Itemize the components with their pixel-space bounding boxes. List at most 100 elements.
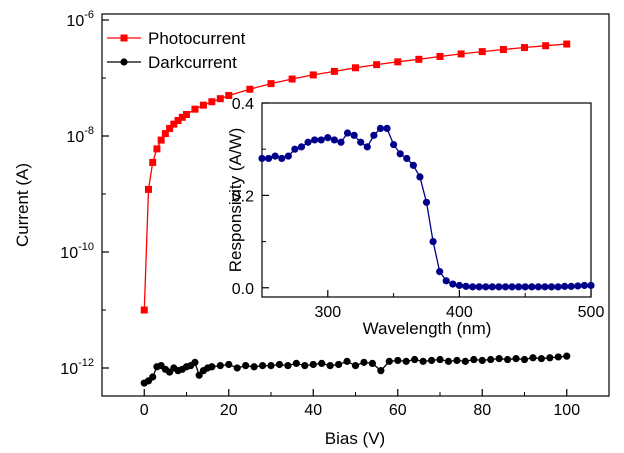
- responsivity-point: [508, 283, 516, 291]
- darkcurrent-point: [554, 353, 562, 361]
- responsivity-point: [264, 154, 273, 163]
- darkcurrent-point: [318, 359, 326, 368]
- darkcurrent-point: [436, 355, 444, 364]
- photocurrent-point: [153, 145, 161, 153]
- responsivity-point: [561, 282, 569, 290]
- responsivity-point: [587, 281, 595, 290]
- darkcurrent-point: [444, 357, 453, 365]
- darkcurrent-point: [250, 363, 258, 371]
- darkcurrent-point: [419, 357, 427, 365]
- darkcurrent-point: [461, 357, 469, 365]
- responsivity-point: [363, 143, 371, 151]
- responsivity-point: [449, 280, 457, 288]
- darkcurrent-point: [411, 355, 419, 364]
- responsivity-point: [370, 131, 378, 139]
- main-y-tick-label: 10-8: [66, 125, 94, 146]
- responsivity-point: [462, 282, 470, 290]
- photocurrent-point: [415, 55, 423, 63]
- responsivity-point: [475, 283, 483, 291]
- inset-x-tick-label: 500: [578, 304, 605, 321]
- main-x-tick-label: 0: [140, 402, 149, 419]
- darkcurrent-point: [427, 356, 436, 365]
- responsivity-point: [330, 136, 338, 144]
- main-y-tick-label: 10-6: [66, 9, 94, 30]
- inset-plot-frame: [261, 102, 592, 298]
- photocurrent-point: [149, 158, 157, 166]
- darkcurrent-point: [343, 357, 351, 365]
- darkcurrent-point: [351, 361, 360, 370]
- darkcurrent-point: [563, 352, 571, 360]
- main-y-tick-label: 10-12: [60, 357, 94, 378]
- responsivity-point: [574, 282, 582, 290]
- responsivity-point: [515, 283, 523, 291]
- legend: Photocurrent Darkcurrent: [107, 29, 246, 72]
- photocurrent-point: [521, 44, 528, 52]
- darkcurrent-point: [504, 355, 512, 364]
- darkcurrent-point: [495, 355, 503, 363]
- responsivity-point: [547, 283, 556, 291]
- photocurrent-point: [309, 71, 317, 79]
- photocurrent-point: [199, 101, 207, 109]
- responsivity-point: [357, 138, 365, 146]
- responsivity-point: [278, 154, 286, 163]
- inset-x-tick-label: 400: [446, 304, 473, 321]
- darkcurrent-point: [208, 363, 216, 371]
- darkcurrent-point: [512, 355, 520, 363]
- main-x-tick-label: 60: [389, 402, 407, 419]
- photocurrent-point: [246, 85, 254, 93]
- main-x-tick-label: 20: [220, 402, 238, 419]
- darkcurrent-point: [191, 358, 199, 366]
- main-x-tick-label: 40: [304, 402, 322, 419]
- photocurrent-point: [373, 61, 381, 69]
- darkcurrent-point: [487, 355, 495, 364]
- photocurrent-point: [208, 98, 216, 106]
- responsivity-point: [455, 281, 463, 290]
- responsivity-point: [422, 198, 431, 206]
- responsivity-point: [317, 136, 325, 144]
- responsivity-point: [554, 283, 562, 291]
- responsivity-point: [501, 283, 510, 291]
- photocurrent-point: [174, 117, 182, 125]
- responsivity-point: [304, 138, 312, 146]
- photocurrent-point: [183, 110, 190, 118]
- responsivity-point: [383, 124, 391, 133]
- main-axis-ticks: 0 20 40 60 80 100 10-12 10-10 10-8 10-6: [60, 9, 610, 419]
- responsivity-point: [416, 173, 424, 181]
- responsivity-point: [311, 136, 319, 144]
- main-x-tick-label: 100: [553, 402, 580, 419]
- responsivity-point: [409, 161, 417, 169]
- darkcurrent-point: [216, 361, 224, 370]
- main-series-layer: [140, 40, 571, 387]
- inset-x-tick-label: 300: [314, 304, 341, 321]
- photocurrent-point: [288, 75, 296, 83]
- photocurrent-point: [394, 58, 402, 66]
- responsivity-point: [324, 134, 332, 142]
- responsivity-point: [567, 282, 575, 290]
- responsivity-point: [436, 267, 444, 276]
- darkcurrent-point: [546, 354, 554, 362]
- darkcurrent-point: [402, 357, 410, 365]
- main-y-tick-label: 10-10: [60, 241, 94, 262]
- responsivity-point: [468, 283, 477, 291]
- darkcurrent-point: [385, 357, 393, 365]
- darkcurrent-point: [537, 355, 546, 363]
- responsivity-point: [429, 237, 437, 246]
- inset-y-axis-title: Responsivity (A/W): [226, 128, 245, 273]
- responsivity-point: [442, 277, 450, 285]
- legend-label-darkcurrent: Darkcurrent: [148, 53, 237, 72]
- inset-series-layer: [258, 124, 595, 291]
- photocurrent-point: [457, 50, 465, 58]
- darkcurrent-point: [301, 361, 309, 370]
- inset-axis-ticks: 300 400 500 0.0 0.2 0.4: [232, 96, 605, 321]
- photocurrent-point: [436, 52, 444, 60]
- photocurrent-point: [157, 136, 165, 144]
- photocurrent-point: [178, 113, 186, 121]
- responsivity-point: [350, 131, 358, 139]
- photocurrent-point: [161, 130, 169, 138]
- darkcurrent-point: [309, 360, 317, 369]
- responsivity-point: [488, 283, 496, 291]
- responsivity-point: [297, 143, 306, 151]
- responsivity-point: [541, 283, 549, 291]
